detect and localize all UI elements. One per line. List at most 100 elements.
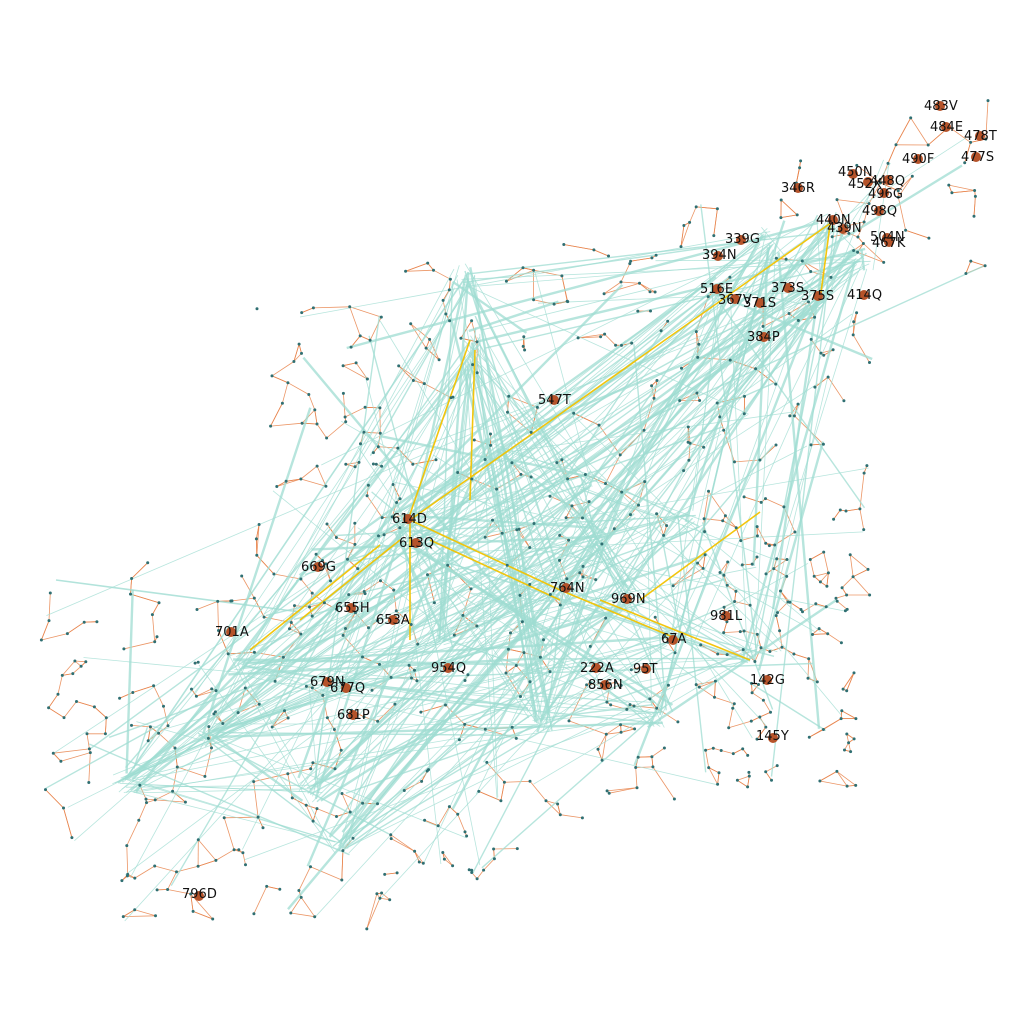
local-edge [53, 752, 62, 762]
minor-node [252, 912, 256, 916]
minor-node [796, 402, 800, 406]
minor-node [847, 231, 851, 235]
local-edge [223, 817, 235, 850]
minor-node [548, 494, 552, 498]
local-edge [190, 893, 194, 912]
minor-node [122, 647, 126, 651]
local-edge [827, 376, 845, 402]
hub-label: 448Q [870, 174, 905, 189]
minor-node [886, 161, 890, 165]
long-range-edge [393, 531, 443, 632]
local-edge [53, 748, 90, 754]
minor-node [845, 732, 849, 736]
minor-node [506, 410, 509, 414]
local-edge [765, 498, 785, 508]
minor-node [604, 616, 608, 620]
local-edge [300, 465, 318, 480]
minor-node [761, 324, 765, 328]
long-range-edge [777, 252, 821, 729]
minor-node [904, 228, 908, 232]
local-edge [887, 144, 897, 164]
local-edge [381, 892, 390, 901]
minor-node [351, 836, 355, 840]
minor-node [475, 624, 479, 628]
minor-node [470, 319, 474, 323]
local-edge [852, 312, 857, 335]
minor-node [845, 593, 849, 597]
long-range-edge [432, 454, 755, 654]
local-edge [391, 838, 415, 852]
minor-node [741, 747, 745, 751]
local-edge [823, 718, 842, 730]
local-edge [286, 478, 301, 482]
long-range-edge [332, 600, 635, 848]
minor-node [731, 752, 735, 756]
long-range-edge [123, 715, 657, 793]
local-edge [827, 633, 842, 644]
long-range-edge [342, 517, 694, 849]
minor-node [315, 464, 319, 468]
minor-node [232, 848, 236, 852]
minor-node [717, 771, 721, 775]
local-edge [951, 190, 975, 194]
local-edge [568, 720, 607, 735]
local-edge [256, 524, 260, 539]
long-range-edge [369, 282, 469, 457]
local-edge [342, 365, 368, 380]
local-edge [836, 771, 856, 786]
minor-node [84, 660, 88, 664]
minor-node [702, 445, 706, 449]
local-edge [380, 580, 394, 591]
minor-node [85, 732, 89, 736]
minor-node [973, 189, 977, 192]
minor-node [758, 715, 762, 719]
local-edge [751, 684, 759, 693]
minor-node [600, 758, 604, 762]
long-range-edge [338, 292, 825, 844]
local-edge [190, 893, 214, 920]
local-edge [305, 805, 314, 822]
minor-node [831, 348, 835, 352]
minor-node [852, 671, 856, 675]
minor-node [847, 741, 851, 745]
local-edge [737, 779, 748, 788]
local-edge [147, 726, 151, 741]
minor-node [304, 684, 308, 688]
minor-node [984, 137, 988, 141]
minor-node [603, 332, 607, 336]
minor-node [461, 613, 465, 617]
local-edge [809, 559, 815, 577]
local-edge [603, 282, 640, 295]
minor-node [426, 573, 429, 577]
minor-node [309, 767, 313, 771]
local-edge [561, 275, 569, 302]
long-range-edge [133, 726, 149, 769]
long-range-edge [297, 694, 330, 779]
long-range-edge [207, 268, 455, 731]
local-edge [606, 724, 621, 735]
minor-node [415, 679, 419, 683]
minor-node [286, 772, 290, 776]
minor-node [380, 891, 384, 895]
minor-node [788, 414, 792, 418]
minor-node [678, 399, 682, 403]
long-range-edge [298, 276, 717, 577]
hub-label: 142G [750, 673, 785, 688]
minor-node [521, 344, 525, 348]
minor-node [868, 593, 872, 597]
hub-label: 681P [337, 708, 370, 723]
minor-node [815, 680, 819, 684]
minor-node [854, 717, 858, 721]
long-range-edge [473, 274, 538, 724]
minor-node [619, 280, 623, 284]
hub-node [783, 283, 793, 293]
minor-node [848, 553, 852, 557]
minor-node [799, 608, 803, 611]
local-edge [67, 621, 85, 634]
minor-node [137, 818, 141, 822]
minor-node [344, 627, 347, 630]
hub-label: 490F [902, 152, 934, 167]
local-edge [154, 865, 177, 873]
minor-node [211, 917, 215, 921]
local-edge [734, 591, 737, 602]
